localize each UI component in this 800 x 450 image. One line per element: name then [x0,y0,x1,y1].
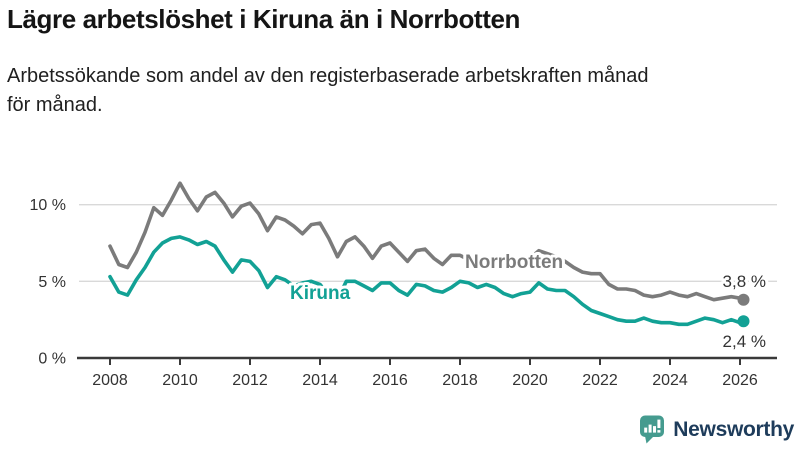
grid-layer [79,203,777,283]
x-tick-label: 2022 [582,372,618,389]
logo-bar-chart-glyph [644,419,661,433]
x-tick-label: 2018 [442,372,478,389]
x-tick-label: 2010 [162,372,198,389]
chart-labels-layer: Norrbotten Kiruna 3,8 % 2,4 % [287,249,769,354]
subtitle-line-2: för månad. [7,94,103,116]
line-chart: 0 % 5 % 10 % 2008 2010 2012 2014 2016 2018 2020 20… [30,181,777,389]
y-tick-label: 10 % [30,197,66,214]
y-tick-label: 0 % [38,351,66,368]
x-tick-label: 2012 [232,372,268,389]
logo-bubble [640,415,665,437]
x-tick-label: 2016 [372,372,408,389]
x-tick-label: 2020 [512,372,548,389]
subtitle-line-1: Arbetssökande som andel av den registerb… [7,65,649,87]
series-label-kiruna: Kiruna [290,283,351,304]
series-line-norrbotten [108,181,746,302]
series-layer [108,181,746,327]
x-tick-label: 2024 [652,372,688,389]
axis-layer: 0 % 5 % 10 % 2008 2010 2012 2014 2016 2018 2020 20… [30,197,777,389]
end-dot-kiruna [737,315,750,328]
series-label-norrbotten: Norrbotten [465,252,563,273]
series-line-kiruna [108,235,746,327]
x-tick-label: 2008 [92,372,128,389]
x-tick-label: 2014 [302,372,338,389]
page-title: Lägre arbetslöshet i Kiruna än i Norrbot… [7,4,520,34]
newsworthy-brand-name: Newsworthy [673,417,794,441]
logo-bubble-tail [645,436,655,444]
newsworthy-brand[interactable]: Newsworthy [639,414,794,445]
end-value-label-kiruna: 2,4 % [723,332,766,351]
chart-subtitle: Arbetssökande som andel av den registerb… [7,62,649,120]
end-value-label-norrbotten: 3,8 % [723,272,766,291]
newsworthy-logo-icon [640,415,665,444]
end-dot-norrbotten [737,293,750,306]
x-tick-label: 2026 [722,372,758,389]
y-tick-label: 5 % [38,274,66,291]
end-dot-layer [737,293,750,328]
